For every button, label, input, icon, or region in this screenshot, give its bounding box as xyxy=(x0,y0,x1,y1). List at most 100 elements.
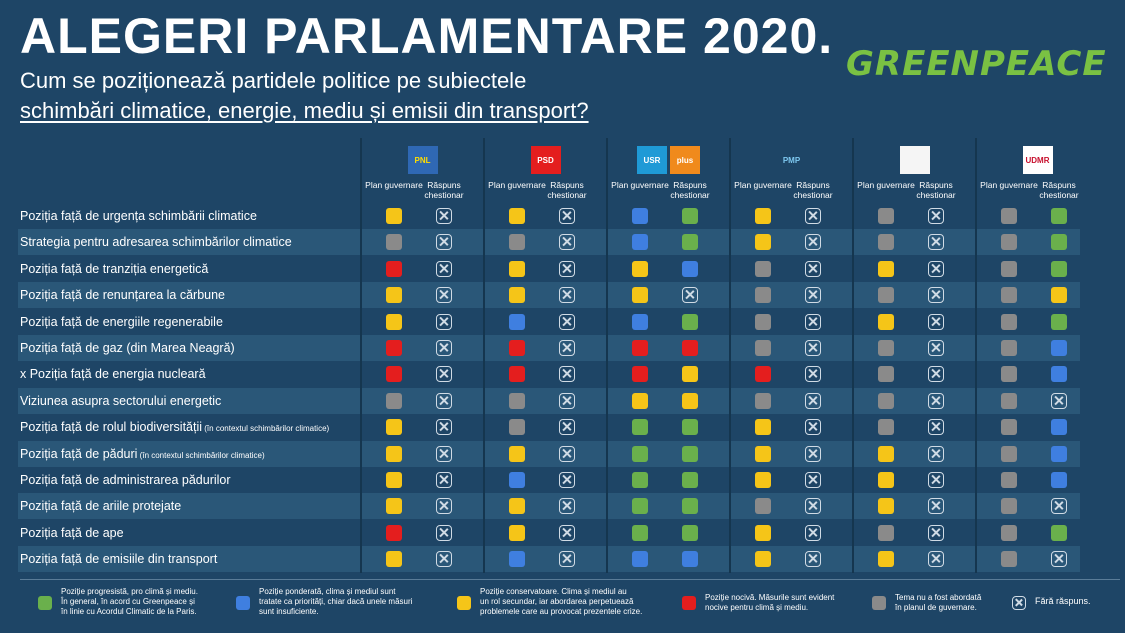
row-label-text: Poziția față de administrarea pădurilor xyxy=(20,473,231,487)
no-answer-icon xyxy=(805,287,821,304)
rating-square-moderate xyxy=(1051,472,1067,488)
rating-square-progressive xyxy=(632,524,648,541)
rating-square-conservative xyxy=(509,208,525,224)
no-answer-icon xyxy=(928,524,944,541)
rating-square-not-addressed xyxy=(755,287,771,304)
rating-square-not-addressed xyxy=(1001,208,1017,224)
rating-square-not-addressed xyxy=(1001,524,1017,541)
rating-square-progressive xyxy=(1051,313,1067,330)
table-row xyxy=(18,519,1080,546)
no-answer-icon xyxy=(805,392,821,409)
rating-square-not-addressed xyxy=(878,340,894,356)
legend-text: Poziție progresistă, pro climă și mediu.… xyxy=(61,587,198,616)
row-label-text: Poziția față de urgența schimbării clima… xyxy=(20,209,257,223)
rating-square-moderate xyxy=(509,472,525,488)
legend-text: Poziție ponderată, clima și mediul sunt … xyxy=(259,587,413,616)
rating-square-conservative xyxy=(509,524,525,541)
subtitle-line-2: schimbări climatice, energie, mediu și e… xyxy=(20,98,589,123)
rating-square-moderate xyxy=(632,313,648,330)
rating-square-conservative xyxy=(386,445,402,462)
rating-square-conservative xyxy=(386,313,402,330)
rating-square-conservative xyxy=(509,498,525,515)
no-answer-icon xyxy=(805,340,821,356)
rating-square-progressive xyxy=(682,498,698,515)
party-column-divider xyxy=(606,138,608,573)
rating-square-not-addressed xyxy=(755,392,771,409)
rating-square-progressive xyxy=(682,445,698,462)
rating-square-not-addressed xyxy=(878,419,894,436)
no-answer-icon xyxy=(928,340,944,356)
rating-square-not-addressed xyxy=(386,234,402,251)
no-answer-icon xyxy=(436,260,452,277)
party-logo-mark: PSD xyxy=(530,146,561,174)
no-answer-icon xyxy=(1051,498,1067,515)
column-header-plan-guvernare: Plan guvernare xyxy=(980,180,1038,190)
rating-square-conservative xyxy=(878,313,894,330)
party-logo-mark: plus xyxy=(670,146,700,174)
row-label: Poziția față de ape xyxy=(20,520,124,546)
column-header-raspuns-chestionar: Răspuns chestionar xyxy=(1039,180,1079,200)
no-answer-icon xyxy=(436,234,452,251)
rating-square-harmful xyxy=(632,366,648,383)
rating-square-not-addressed xyxy=(1001,313,1017,330)
row-label: Viziunea asupra sectorului energetic xyxy=(20,388,221,414)
rating-square-not-addressed xyxy=(509,419,525,436)
no-answer-icon xyxy=(928,445,944,462)
row-label-text: Viziunea asupra sectorului energetic xyxy=(20,393,222,408)
no-answer-icon xyxy=(928,392,944,409)
rating-square-conservative xyxy=(1051,287,1067,304)
row-label-text: Poziția față de păduri xyxy=(20,446,138,461)
legend-divider xyxy=(20,579,1120,580)
rating-square-moderate xyxy=(682,551,698,568)
no-answer-icon xyxy=(559,260,575,277)
row-label-text: Poziția față de gaz (din Marea Neagră) xyxy=(20,341,235,355)
rating-square-moderate xyxy=(632,234,648,251)
no-answer-icon xyxy=(436,419,452,436)
table-row xyxy=(18,467,1080,493)
party-logo-psd: PSD xyxy=(530,146,561,174)
rating-square-harmful xyxy=(386,524,402,541)
legend-text: Poziție conservatoare. Clima și mediul a… xyxy=(480,587,643,616)
rating-square-not-addressed xyxy=(509,392,525,409)
row-label-text: Poziția față de rolul biodiversității xyxy=(20,420,203,435)
rating-square-conservative xyxy=(632,260,648,277)
table-row xyxy=(18,255,1080,282)
legend-swatch-moderate xyxy=(236,596,250,610)
legend-text: Poziție nocivă. Măsurile sunt evident no… xyxy=(705,593,835,612)
rating-square-not-addressed xyxy=(386,392,402,409)
column-header-plan-guvernare: Plan guvernare xyxy=(857,180,915,190)
no-answer-icon xyxy=(928,208,944,224)
no-answer-icon xyxy=(928,498,944,515)
rating-square-not-addressed xyxy=(1001,445,1017,462)
legend-text: Fără răspuns. xyxy=(1035,596,1091,606)
rating-square-progressive xyxy=(682,524,698,541)
rating-square-progressive xyxy=(632,472,648,488)
page-title: ALEGERI PARLAMENTARE 2020. xyxy=(20,8,834,64)
rating-square-harmful xyxy=(632,340,648,356)
legend-item-no-answer: Fără răspuns. xyxy=(1012,587,1091,610)
rating-square-not-addressed xyxy=(878,366,894,383)
rating-square-progressive xyxy=(632,419,648,436)
party-column-divider xyxy=(975,138,977,573)
row-label-note: (în contextul schimbărilor climatice) xyxy=(137,450,265,460)
party-logo-pnl: PNL xyxy=(407,146,438,174)
table-row xyxy=(18,440,1080,467)
rating-square-moderate xyxy=(632,551,648,568)
rating-square-conservative xyxy=(755,445,771,462)
party-logo-usr-plus: USR plus xyxy=(637,146,700,174)
rating-square-conservative xyxy=(755,234,771,251)
table-row xyxy=(18,308,1080,335)
rating-square-conservative xyxy=(878,498,894,515)
no-answer-icon xyxy=(559,445,575,462)
rating-square-progressive xyxy=(1051,260,1067,277)
no-answer-icon xyxy=(559,419,575,436)
rating-square-not-addressed xyxy=(878,287,894,304)
rating-square-not-addressed xyxy=(878,392,894,409)
no-answer-icon xyxy=(559,366,575,383)
row-label: Poziția față de tranziția energetică xyxy=(20,256,208,282)
row-label-text: x Poziția față de energia nucleară xyxy=(20,367,206,382)
rating-square-conservative xyxy=(386,287,402,304)
no-answer-icon xyxy=(805,260,821,277)
rating-square-not-addressed xyxy=(1001,366,1017,383)
table-row xyxy=(18,387,1080,414)
